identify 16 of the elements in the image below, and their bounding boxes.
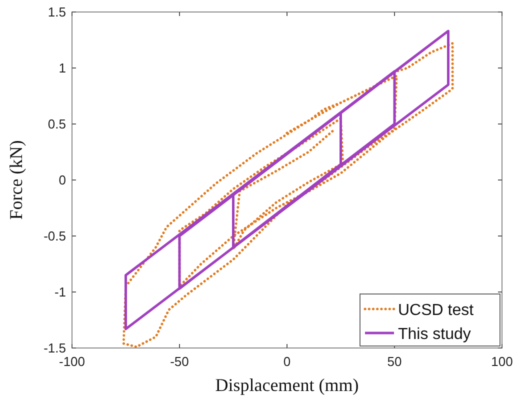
y-tick-label: 1.5 <box>48 4 66 20</box>
x-tick-label: -100 <box>58 354 86 369</box>
legend-label: This study <box>398 326 471 343</box>
x-tick-label: 0 <box>283 354 291 369</box>
y-tick-label: -1 <box>54 284 66 300</box>
x-tick-label: -50 <box>170 354 189 369</box>
x-tick-label: 50 <box>387 354 402 369</box>
y-axis-title: Force (kN) <box>6 140 26 220</box>
x-axis-title: Displacement (mm) <box>215 375 359 395</box>
y-tick-label: -0.5 <box>44 228 66 244</box>
y-tick-label: 1 <box>58 60 66 76</box>
legend-label: UCSD test <box>398 302 474 319</box>
y-tick-label: 0.5 <box>48 116 66 132</box>
y-tick-label: -1.5 <box>44 340 66 356</box>
x-tick-label: 100 <box>491 354 513 369</box>
y-tick-label: 0 <box>58 172 66 188</box>
